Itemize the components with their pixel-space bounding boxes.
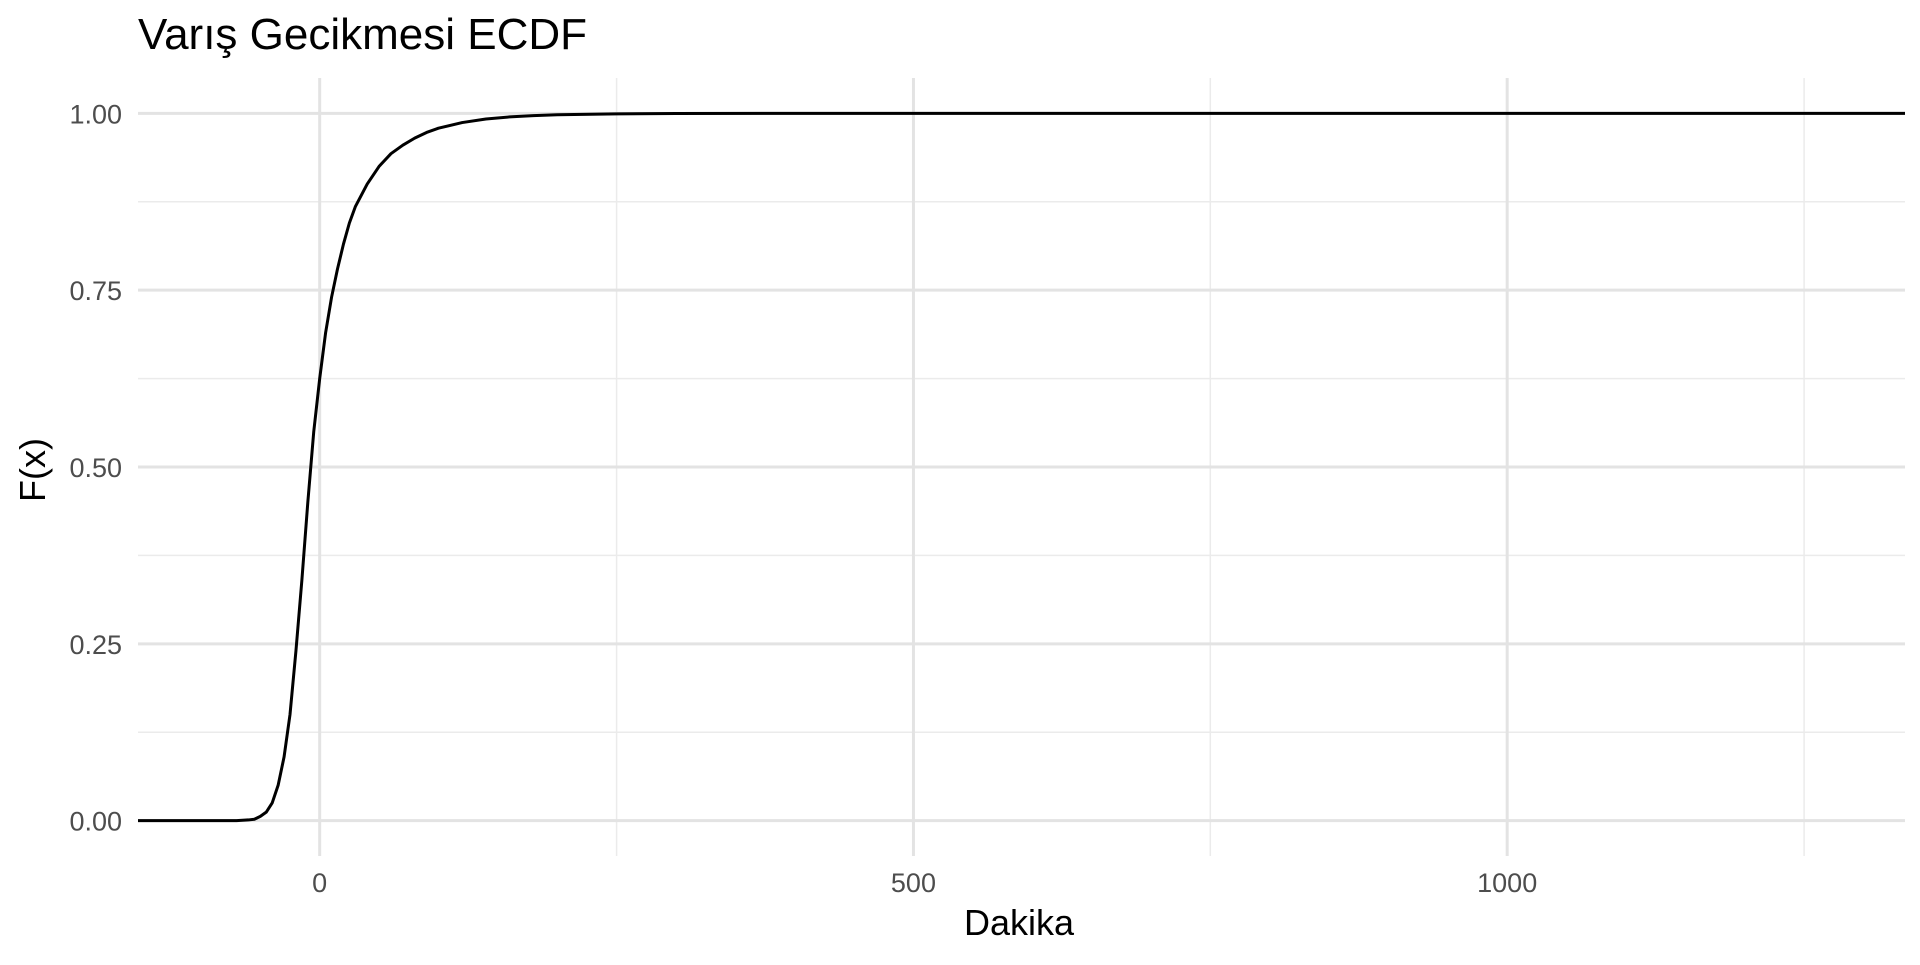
ecdf-line bbox=[138, 111, 1905, 823]
y-tick-label: 0.25 bbox=[69, 630, 122, 660]
minor-gridlines bbox=[138, 78, 1905, 856]
x-tick-label: 0 bbox=[312, 868, 327, 898]
series-layer bbox=[138, 111, 1905, 823]
y-tick-labels: 0.00 0.25 0.50 0.75 1.00 bbox=[69, 99, 122, 836]
major-gridlines bbox=[138, 78, 1905, 856]
x-tick-label: 1000 bbox=[1477, 868, 1537, 898]
chart-title: Varış Gecikmesi ECDF bbox=[138, 10, 588, 59]
y-tick-label: 0.75 bbox=[69, 276, 122, 306]
x-axis-title: Dakika bbox=[964, 902, 1075, 943]
y-tick-label: 0.50 bbox=[69, 453, 122, 483]
x-tick-labels: 0 500 1000 bbox=[312, 868, 1537, 898]
y-axis-title: F(x) bbox=[12, 438, 53, 502]
y-tick-label: 0.00 bbox=[69, 807, 122, 837]
x-tick-label: 500 bbox=[891, 868, 936, 898]
y-tick-label: 1.00 bbox=[69, 99, 122, 129]
